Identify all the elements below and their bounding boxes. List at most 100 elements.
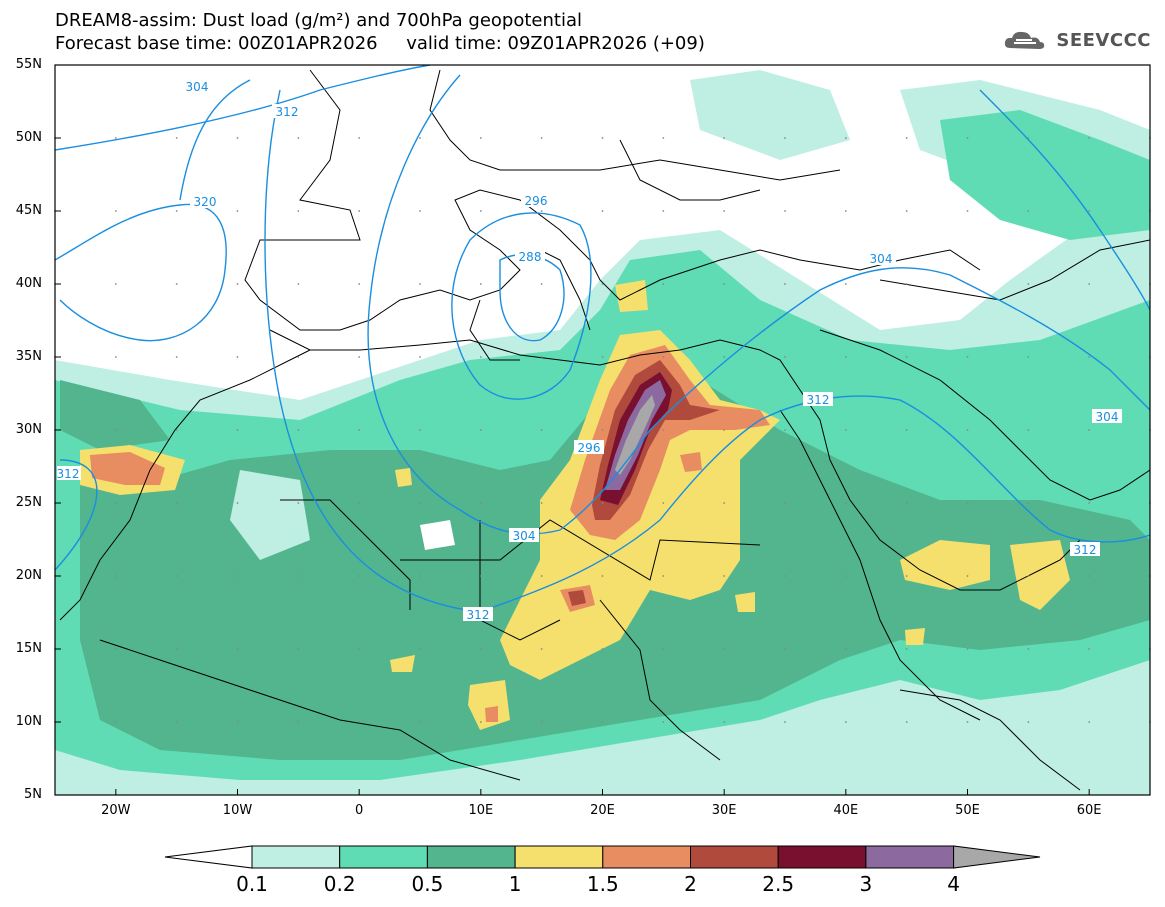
grid-dot [297,210,300,212]
grid-dot [114,502,117,504]
grid-dot [114,721,117,723]
lat-label: 45N [15,203,42,218]
grid-dot [784,210,786,212]
grid-dot [966,429,969,431]
grid-dot [358,648,361,650]
colorbar [164,845,1041,869]
grid-dot [479,137,482,139]
grid-dot [844,429,847,431]
grid-dot [844,502,847,504]
contour-label: 304 [1096,410,1119,424]
grid-dot [723,648,726,650]
grid-dot [358,575,361,577]
grid-dot [114,575,117,577]
grid-dot [723,356,726,358]
grid-dot [844,137,847,139]
grid-dot [540,502,543,504]
grid-dot [1027,648,1030,650]
lat-label: 55N [15,57,42,72]
grid-dot [479,429,482,431]
colorbar-tick-label: 4 [947,872,960,896]
grid-dot [540,721,543,723]
lat-label: 50N [15,130,42,145]
grid-dot [419,648,421,650]
grid-dot [1088,721,1091,723]
grid-dot [358,356,361,358]
grid-dot [662,721,665,723]
grid-dot [1027,721,1030,723]
grid-dot [358,429,361,431]
grid-dot [1027,283,1030,285]
grid-dot [662,356,665,358]
grid-dot [723,502,726,504]
grid-dot [723,137,726,139]
grid-dot [662,283,665,285]
grid-dot [905,502,908,504]
grid-dot [1027,429,1030,431]
grid-dot [905,575,908,577]
grid-dot [297,648,300,650]
grid-dot [175,356,178,358]
grid-dot [966,502,969,504]
grid-dot [905,648,908,650]
colorbar-segment [602,845,691,869]
grid-dot [1088,648,1091,650]
grid-dot [784,137,786,139]
grid-dot [784,575,786,577]
grid-dot [601,429,604,431]
grid-dot [784,283,786,285]
colorbar-segment [777,845,867,869]
grid-dot [723,283,726,285]
colorbar-tick-label: 1 [508,872,522,896]
grid-dot [966,648,969,650]
grid-dot [175,137,178,139]
grid-dot [1027,137,1030,139]
grid-dot [358,210,361,212]
lon-label: 30E [711,803,737,818]
grid-dot [1027,575,1030,577]
grid-dot [175,721,178,723]
colorbar-tick-label: 0.2 [323,872,356,896]
grid-dot [662,648,665,650]
grid-dot [784,429,786,431]
contour-label: 312 [1074,543,1097,557]
colorbar-tick-label: 0.1 [236,872,268,896]
grid-dot [236,502,239,504]
grid-dot [297,575,300,577]
grid-dot [175,429,178,431]
grid-dot [1027,210,1030,212]
grid-dot [419,356,421,358]
colorbar-tick-label: 1.5 [586,872,619,896]
grid-dot [601,356,604,358]
grid-dot [966,137,969,139]
grid-dot [844,283,847,285]
grid-dot [479,721,482,723]
grid-dot [236,721,239,723]
grid-dot [723,721,726,723]
grid-dot [966,283,969,285]
grid-dot [114,648,117,650]
lon-label: 60E [1076,803,1102,818]
colorbar-high-arrow [953,845,1041,869]
grid-dot [905,429,908,431]
grid-dot [601,283,604,285]
grid-dot [784,648,786,650]
lat-label: 15N [15,641,42,656]
grid-dot [358,137,361,139]
colorbar-tick-label: 3 [859,872,873,896]
grid-dot [236,210,239,212]
contour-label: 304 [513,529,536,543]
grid-dot [419,210,421,212]
lon-label: 20W [101,803,131,818]
contour-label: 312 [57,467,80,481]
contour-label: 312 [807,393,830,407]
grid-dot [601,575,604,577]
cloud-logo-icon [1005,31,1045,49]
grid-dot [844,721,847,723]
grid-dot [662,429,665,431]
colorbar-segment [426,845,516,869]
grid-dot [175,283,178,285]
grid-dot [1088,356,1091,358]
seevccc-logo: SEEVCCC [1002,28,1151,52]
contour-label: 296 [525,194,548,208]
